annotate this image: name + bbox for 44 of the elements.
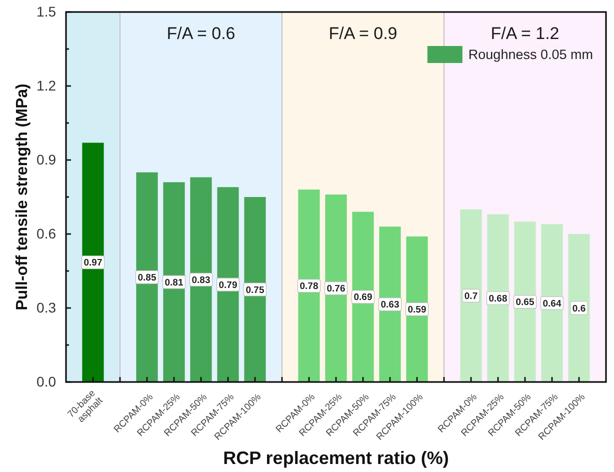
y-tick-label: 0.3 <box>36 299 56 316</box>
y-tick-label: 0.6 <box>36 225 56 242</box>
bar <box>298 190 320 382</box>
bar <box>217 187 239 382</box>
y-axis-title: Pull-off tensile strength (MPa) <box>14 84 31 310</box>
bar <box>325 194 347 382</box>
annotation: F/A = 0.9 <box>328 24 398 43</box>
bar <box>406 236 428 382</box>
annotation: F/A = 1.2 <box>490 24 560 43</box>
bar <box>244 197 266 382</box>
y-tick-label: 1.2 <box>36 77 56 94</box>
data-label: 0.6 <box>572 303 586 314</box>
bar <box>460 209 482 382</box>
annotation: F/A = 0.6 <box>166 24 236 43</box>
bar <box>190 177 212 382</box>
data-label: 0.68 <box>488 293 508 304</box>
legend-label: Roughness 0.05 mm <box>468 47 593 62</box>
data-label: 0.64 <box>542 298 562 310</box>
data-label: 0.79 <box>218 280 238 291</box>
bar <box>514 222 536 382</box>
y-tick-label: 1.5 <box>36 3 56 20</box>
y-tick-label: 0.0 <box>36 373 56 390</box>
bar <box>163 182 185 382</box>
bar <box>82 142 104 382</box>
data-label: 0.59 <box>408 304 426 316</box>
data-label: 0.81 <box>164 277 184 288</box>
bar <box>487 214 509 382</box>
data-label: 0.69 <box>354 292 372 304</box>
bar <box>541 224 563 382</box>
data-label: 0.7 <box>464 290 478 302</box>
bar <box>379 226 401 382</box>
bar <box>352 212 374 382</box>
y-tick-label: 0.9 <box>36 151 56 168</box>
data-label: 0.97 <box>84 258 102 269</box>
data-label: 0.85 <box>138 272 157 284</box>
data-label: 0.63 <box>380 300 400 311</box>
data-label: 0.75 <box>246 284 265 296</box>
bar <box>136 172 158 382</box>
data-label: 0.83 <box>192 274 210 286</box>
bar <box>568 234 590 382</box>
data-label: 0.65 <box>516 297 535 308</box>
data-label: 0.76 <box>326 284 346 295</box>
x-axis-title: RCP replacement ratio (%) <box>223 448 449 468</box>
data-label: 0.78 <box>300 281 318 292</box>
